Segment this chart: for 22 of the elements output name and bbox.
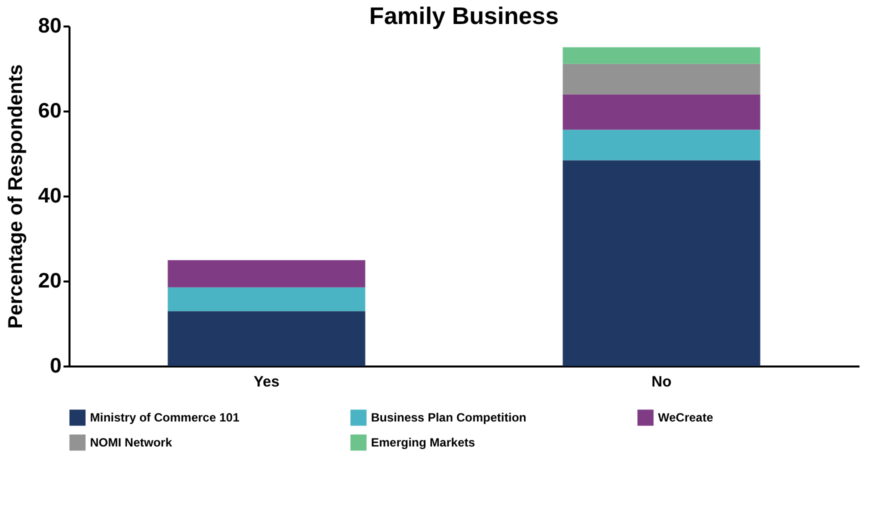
y-axis-title: Percentage of Respondents bbox=[5, 64, 28, 329]
bar bbox=[562, 160, 760, 366]
bar bbox=[562, 64, 760, 94]
bar bbox=[168, 287, 366, 312]
y-tick-label: 0 bbox=[50, 354, 62, 378]
legend-label: NOMI Network bbox=[90, 436, 172, 450]
y-tick-label: 60 bbox=[38, 100, 62, 122]
y-tick-label: 40 bbox=[38, 184, 62, 208]
x-tick-label: Yes bbox=[254, 374, 280, 390]
legend-label: WeCreate bbox=[658, 410, 714, 425]
legend-label: Business Plan Competition bbox=[371, 410, 526, 425]
bar bbox=[562, 94, 760, 130]
bar bbox=[562, 130, 760, 160]
chart-title: Family Business bbox=[369, 3, 559, 30]
x-tick-label: No bbox=[652, 374, 672, 390]
bar bbox=[168, 311, 366, 366]
legend-label: Ministry of Commerce 101 bbox=[90, 410, 240, 425]
bar bbox=[168, 260, 366, 288]
legend-label: Emerging Markets bbox=[371, 436, 476, 450]
bar bbox=[562, 47, 760, 64]
y-tick-label: 20 bbox=[38, 270, 62, 292]
y-tick-label: 80 bbox=[38, 14, 62, 38]
